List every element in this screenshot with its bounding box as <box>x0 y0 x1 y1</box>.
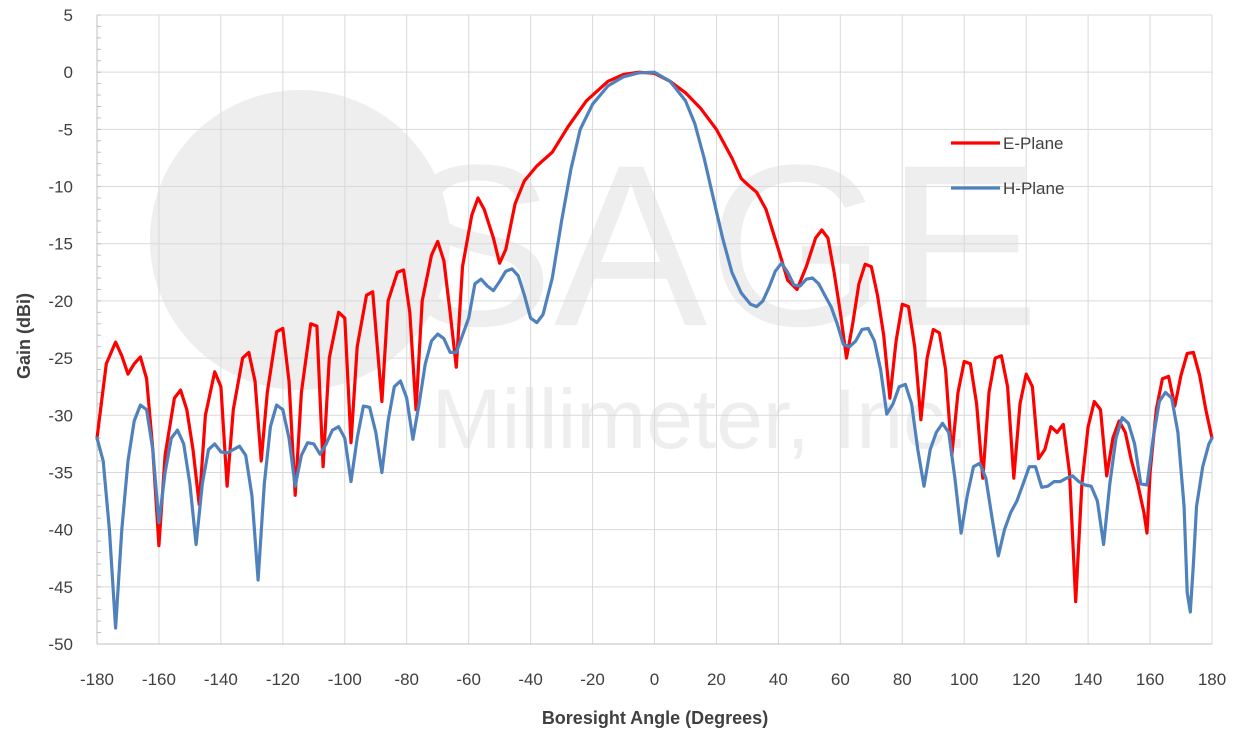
y-tick-label: -10 <box>48 178 73 197</box>
x-tick-label: -160 <box>142 670 176 689</box>
y-tick-labels: 5 0 -5 -10 -15 -20 -25 -30 -35 -40 -45 -50 <box>48 6 73 654</box>
watermark-company-text: Millimeter, Inc. <box>432 372 969 466</box>
x-tick-label: 140 <box>1074 670 1102 689</box>
x-tick-label: 100 <box>950 670 978 689</box>
x-tick-label: 40 <box>769 670 788 689</box>
h-plane-legend-label: H-Plane <box>1003 179 1064 198</box>
y-tick-label: -35 <box>48 463 73 482</box>
y-tick-label: -30 <box>48 406 73 425</box>
y-axis-title: Gain (dBi) <box>14 293 34 379</box>
x-tick-label: -20 <box>580 670 605 689</box>
y-tick-label: 5 <box>64 6 73 25</box>
e-plane-legend-label: E-Plane <box>1003 134 1063 153</box>
x-tick-labels: -180 -160 -140 -120 -100 -80 -60 -40 -20 0 20 40 60 8… <box>80 670 1226 689</box>
x-tick-label: 160 <box>1136 670 1164 689</box>
y-tick-label: -20 <box>48 292 73 311</box>
series-lines <box>95 70 1214 630</box>
y-tick-label: -45 <box>48 578 73 597</box>
y-tick-label: 0 <box>64 63 73 82</box>
y-tick-label: -15 <box>48 235 73 254</box>
x-tick-label: -140 <box>204 670 238 689</box>
x-tick-label: -40 <box>518 670 543 689</box>
x-tick-label: 0 <box>650 670 659 689</box>
x-tick-label: -100 <box>328 670 362 689</box>
x-tick-label: 180 <box>1198 670 1226 689</box>
x-tick-label: -120 <box>266 670 300 689</box>
x-tick-label: 60 <box>831 670 850 689</box>
x-tick-label: -80 <box>394 670 419 689</box>
y-tick-label: -50 <box>48 635 73 654</box>
x-tick-label: -60 <box>456 670 481 689</box>
x-tick-label: 20 <box>707 670 726 689</box>
h-plane-series-line <box>95 70 1214 630</box>
legend: E-Plane H-Plane <box>951 134 1064 198</box>
y-tick-label: -25 <box>48 349 73 368</box>
x-tick-label: -180 <box>80 670 114 689</box>
x-axis-title: Boresight Angle (Degrees) <box>542 708 768 728</box>
x-tick-label: 120 <box>1012 670 1040 689</box>
y-tick-label: -40 <box>48 521 73 540</box>
x-tick-label: 80 <box>893 670 912 689</box>
y-tick-label: -5 <box>58 120 73 139</box>
e-plane-series-line <box>95 70 1214 604</box>
